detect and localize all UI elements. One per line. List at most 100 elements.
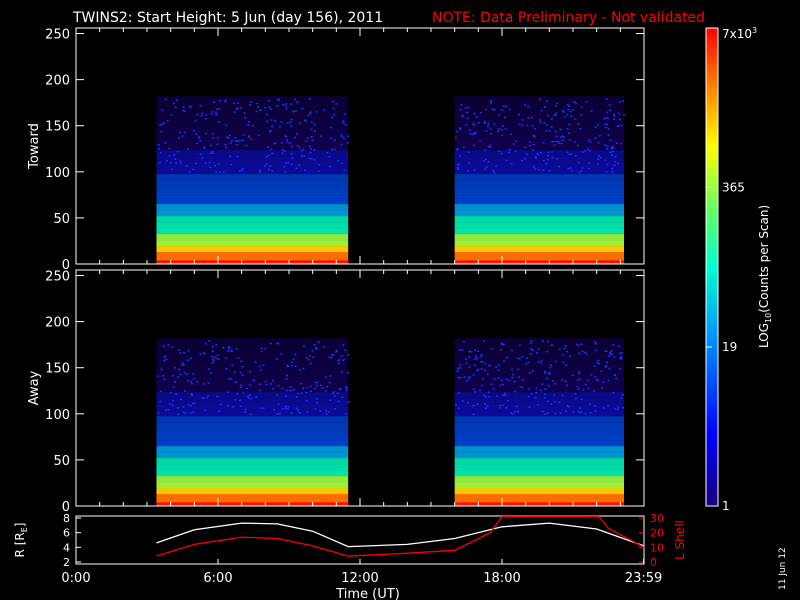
spectrogram-band <box>156 398 349 405</box>
spectrogram-speck <box>333 408 336 410</box>
spectrogram-speck <box>571 374 574 377</box>
spectrogram-speck <box>167 408 170 411</box>
spectrogram-speck <box>307 358 310 361</box>
spectrogram-speck <box>326 151 329 154</box>
spectrogram-speck <box>468 356 471 358</box>
spectrogram-speck <box>216 143 219 146</box>
colorbar <box>705 27 719 507</box>
spectrogram-speck <box>199 104 202 107</box>
spectrogram-speck <box>540 109 543 112</box>
spectrogram-speck <box>604 144 607 146</box>
spectrogram-speck <box>547 340 550 343</box>
spectrogram-speck <box>317 170 320 172</box>
spectrogram-speck <box>290 153 293 155</box>
spectrogram-speck <box>308 98 311 100</box>
spectrogram-baseline <box>156 260 349 264</box>
spectrogram-speck <box>529 342 532 345</box>
spectrogram-speck <box>456 148 459 150</box>
spectrogram-speck <box>611 167 614 170</box>
spectrogram-speck <box>505 407 508 409</box>
spectrogram-speck <box>345 389 348 392</box>
spectrogram-speck <box>501 109 504 111</box>
spectrogram-speck <box>175 393 178 395</box>
spectrogram-speck <box>227 391 230 393</box>
y-tick-label: 50 <box>53 212 70 227</box>
spectrogram-speck <box>189 106 192 109</box>
spectrogram-speck <box>345 413 348 415</box>
spectrogram-speck <box>225 124 228 126</box>
spectrogram-speck <box>472 124 475 127</box>
spectrogram-speck <box>190 382 193 385</box>
spectrogram-speck <box>593 365 596 368</box>
spectrogram-speck <box>304 119 307 121</box>
spectrogram-speck <box>166 119 169 122</box>
spectrogram-band <box>156 192 349 199</box>
spectrogram-speck <box>179 352 182 354</box>
spectrogram-speck <box>487 146 490 148</box>
spectrogram-speck <box>347 371 350 374</box>
spectrogram-speck <box>204 343 207 345</box>
spectrogram-band <box>156 392 349 399</box>
spectrogram-speck <box>598 362 601 365</box>
spectrogram-speck <box>201 157 204 159</box>
spectrogram-speck <box>617 162 620 165</box>
spectrogram-speck <box>286 364 289 367</box>
spectrogram-speck <box>314 130 317 133</box>
spectrogram-speck <box>184 412 187 415</box>
spectrogram-speck <box>269 148 272 151</box>
spectrogram-speck <box>565 350 568 353</box>
spectrogram-speck <box>596 124 599 126</box>
spectrogram-band <box>156 102 349 109</box>
spectrogram-speck <box>247 397 250 399</box>
spectrogram-speck <box>247 124 250 126</box>
spectrogram-speck <box>279 412 282 415</box>
spectrogram-speck <box>605 361 608 364</box>
spectrogram-speck <box>529 141 532 143</box>
spectrogram-speck <box>343 113 346 115</box>
spectrogram-band <box>454 228 624 235</box>
spectrogram-speck <box>540 359 543 362</box>
spectrogram-speck <box>161 123 164 125</box>
spectrogram-band <box>156 434 349 441</box>
spectrogram-speck <box>287 408 290 410</box>
spectrogram-speck <box>329 375 332 377</box>
spectrogram-speck <box>567 108 570 111</box>
spectrogram-speck <box>199 353 202 355</box>
spectrogram-speck <box>332 107 335 110</box>
spectrogram-speck <box>580 114 583 116</box>
spectrogram-speck <box>547 151 550 154</box>
spectrogram-speck <box>309 111 312 114</box>
spectrogram-speck <box>306 411 309 413</box>
spectrogram-speck <box>567 406 570 408</box>
spectrogram-speck <box>587 387 590 390</box>
spectrogram-speck <box>517 368 520 371</box>
spectrogram-speck <box>606 163 609 166</box>
orbit-right-tick-label: 30 <box>650 512 664 525</box>
spectrogram-speck <box>522 119 525 121</box>
spectrogram-speck <box>160 368 163 371</box>
spectrogram-speck <box>285 108 288 110</box>
preliminary-note: NOTE: Data Preliminary - Not validated <box>432 10 705 26</box>
spectrogram-band <box>156 138 349 145</box>
spectrogram-speck <box>535 157 538 159</box>
spectrogram-speck <box>556 158 559 160</box>
spectrogram-speck <box>330 126 333 129</box>
spectrogram-speck <box>607 405 610 407</box>
spectrogram-speck <box>486 405 489 407</box>
spectrogram-speck <box>594 410 597 412</box>
spectrogram-speck <box>168 147 171 150</box>
spectrogram-speck <box>305 400 308 402</box>
spectrogram-speck <box>205 117 208 120</box>
spectrogram-speck <box>572 410 575 413</box>
spectrogram-speck <box>547 154 550 157</box>
spectrogram-speck <box>268 99 271 102</box>
spectrogram-speck <box>342 359 345 362</box>
spectrogram-speck <box>269 383 272 385</box>
spectrogram-speck <box>569 110 572 113</box>
spectrogram-speck <box>493 123 496 125</box>
spectrogram-speck <box>580 411 583 413</box>
spectrogram-speck <box>330 354 333 356</box>
spectrogram-speck <box>213 356 216 358</box>
spectrogram-speck <box>333 391 336 393</box>
spectrogram-band <box>454 138 624 145</box>
